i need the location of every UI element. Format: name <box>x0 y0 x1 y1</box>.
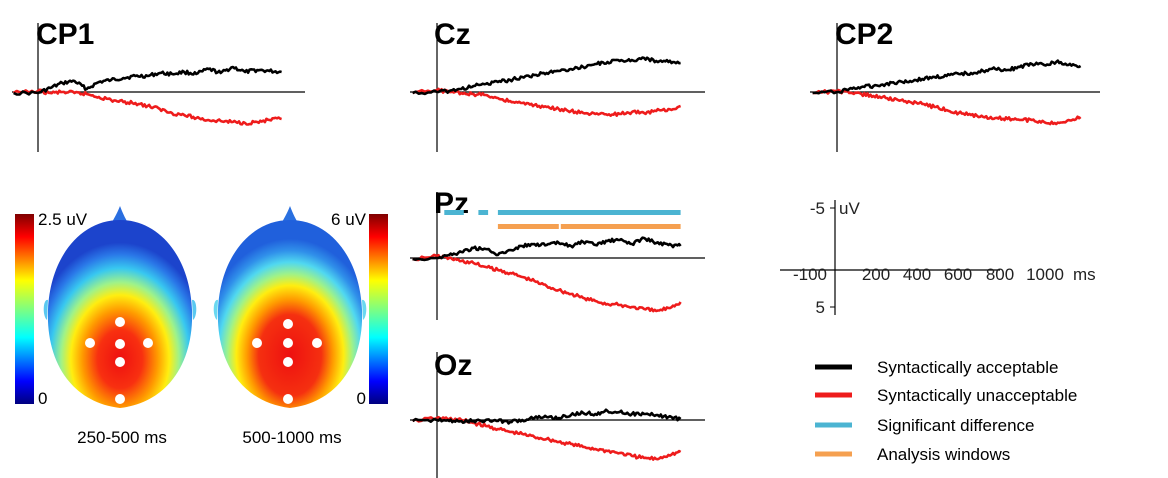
electrode-dot <box>283 338 293 348</box>
legend-label-significant: Significant difference <box>877 416 1035 435</box>
colorbar-left-max: 2.5 uV <box>38 210 88 229</box>
colorbar-right-min: 0 <box>357 389 366 408</box>
electrode-dot <box>115 394 125 404</box>
erp-panel-pz: Pz <box>410 187 705 320</box>
electrode-dot <box>115 317 125 327</box>
colorbar-right: 6 uV 0 <box>331 210 388 408</box>
electrode-label-cp1: CP1 <box>36 18 94 51</box>
legend: Syntactically acceptable Syntactically u… <box>815 358 1077 464</box>
erp-panel-oz: Oz <box>410 349 705 478</box>
legend-label-analysis: Analysis windows <box>877 445 1010 464</box>
electrode-dot <box>283 319 293 329</box>
wave-acceptable-oz <box>411 408 682 425</box>
electrode-dot <box>115 339 125 349</box>
wave-acceptable-cp2 <box>812 59 1082 95</box>
electrode-dot <box>85 338 95 348</box>
legend-label-unacceptable: Syntactically unacceptable <box>877 386 1077 405</box>
scalp-map-1 <box>47 220 193 408</box>
significant-difference-bar <box>444 210 464 215</box>
wave-acceptable-cp1 <box>13 65 282 96</box>
electrode-label-cz: Cz <box>434 18 471 51</box>
topomap-500-1000: 500-1000 ms <box>213 206 367 447</box>
scale-x-label-800: 800 <box>986 265 1014 284</box>
colorbar-right-gradient <box>369 214 388 404</box>
electrode-dot <box>252 338 262 348</box>
legend-label-acceptable: Syntactically acceptable <box>877 358 1058 377</box>
wave-unacceptable-cp2 <box>812 88 1082 126</box>
right-ear-icon <box>362 299 367 320</box>
electrode-label-pz: Pz <box>434 187 469 220</box>
electrode-label-oz: Oz <box>434 349 472 382</box>
scale-x-label-neg100: -100 <box>793 265 827 284</box>
electrode-dot <box>115 357 125 367</box>
left-ear-icon <box>213 299 218 320</box>
topomap-label-2: 500-1000 ms <box>242 428 341 447</box>
electrode-dot <box>283 357 293 367</box>
scale-x-label-600: 600 <box>944 265 972 284</box>
colorbar-left-gradient <box>15 214 34 404</box>
analysis-window-bar <box>560 224 681 229</box>
erp-panel-cp1: CP1 <box>12 18 305 152</box>
wave-unacceptable-oz <box>411 415 682 461</box>
analysis-window-bar <box>497 224 559 229</box>
wave-unacceptable-pz <box>412 253 682 313</box>
wave-unacceptable-cp1 <box>12 88 282 126</box>
significant-difference-bar <box>497 210 681 215</box>
scale-y-label-neg5: -5 <box>810 199 825 218</box>
colorbar-left-min: 0 <box>38 389 47 408</box>
electrode-dot <box>312 338 322 348</box>
erp-panel-cp2: CP2 <box>810 18 1100 152</box>
wave-acceptable-cz <box>412 56 681 96</box>
scale-x-unit: ms <box>1073 265 1096 284</box>
scale-y-unit: uV <box>839 199 860 218</box>
right-ear-icon <box>192 299 197 320</box>
topomap-250-500: 250-500 ms <box>43 206 197 447</box>
scale-axis: -5 uV 5 -100 200 400 600 800 1000 ms <box>780 199 1096 317</box>
scale-x-label-1000: 1000 <box>1026 265 1064 284</box>
wave-acceptable-pz <box>412 236 682 262</box>
wave-unacceptable-cz <box>412 87 682 117</box>
colorbar-right-max: 6 uV <box>331 210 367 229</box>
colorbar-left: 2.5 uV 0 <box>15 210 88 408</box>
scale-x-label-200: 200 <box>862 265 890 284</box>
topomap-label-1: 250-500 ms <box>77 428 167 447</box>
left-ear-icon <box>43 299 48 320</box>
scale-x-label-400: 400 <box>903 265 931 284</box>
electrode-label-cp2: CP2 <box>835 18 893 51</box>
electrode-dot <box>283 394 293 404</box>
significance-bars <box>444 210 681 229</box>
scalp-map-2 <box>217 220 363 408</box>
erp-panel-cz: Cz <box>410 18 705 152</box>
electrode-dot <box>143 338 153 348</box>
scale-y-label-pos5: 5 <box>816 298 825 317</box>
significant-difference-bar <box>478 210 489 215</box>
